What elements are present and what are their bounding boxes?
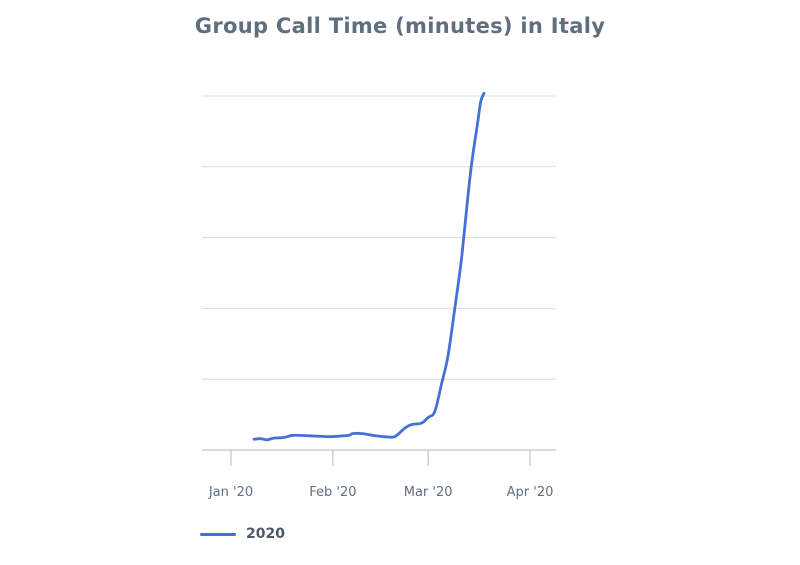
legend-swatch-2020 [200, 532, 236, 536]
legend: 2020 [200, 526, 285, 542]
gridlines [202, 95, 556, 380]
chart-title: Group Call Time (minutes) in Italy [194, 14, 606, 38]
x-tick-label: Apr '20 [507, 485, 554, 500]
x-tick-label: Mar '20 [404, 485, 453, 500]
x-tick-label: Feb '20 [309, 485, 356, 500]
series-line-2020 [252, 91, 486, 442]
x-tick-label: Jan '20 [208, 485, 253, 500]
x-axis: Jan '20 Feb '20 Mar '20 Apr '20 [202, 449, 556, 500]
legend-label-2020: 2020 [246, 526, 285, 542]
series-layer [252, 91, 486, 442]
